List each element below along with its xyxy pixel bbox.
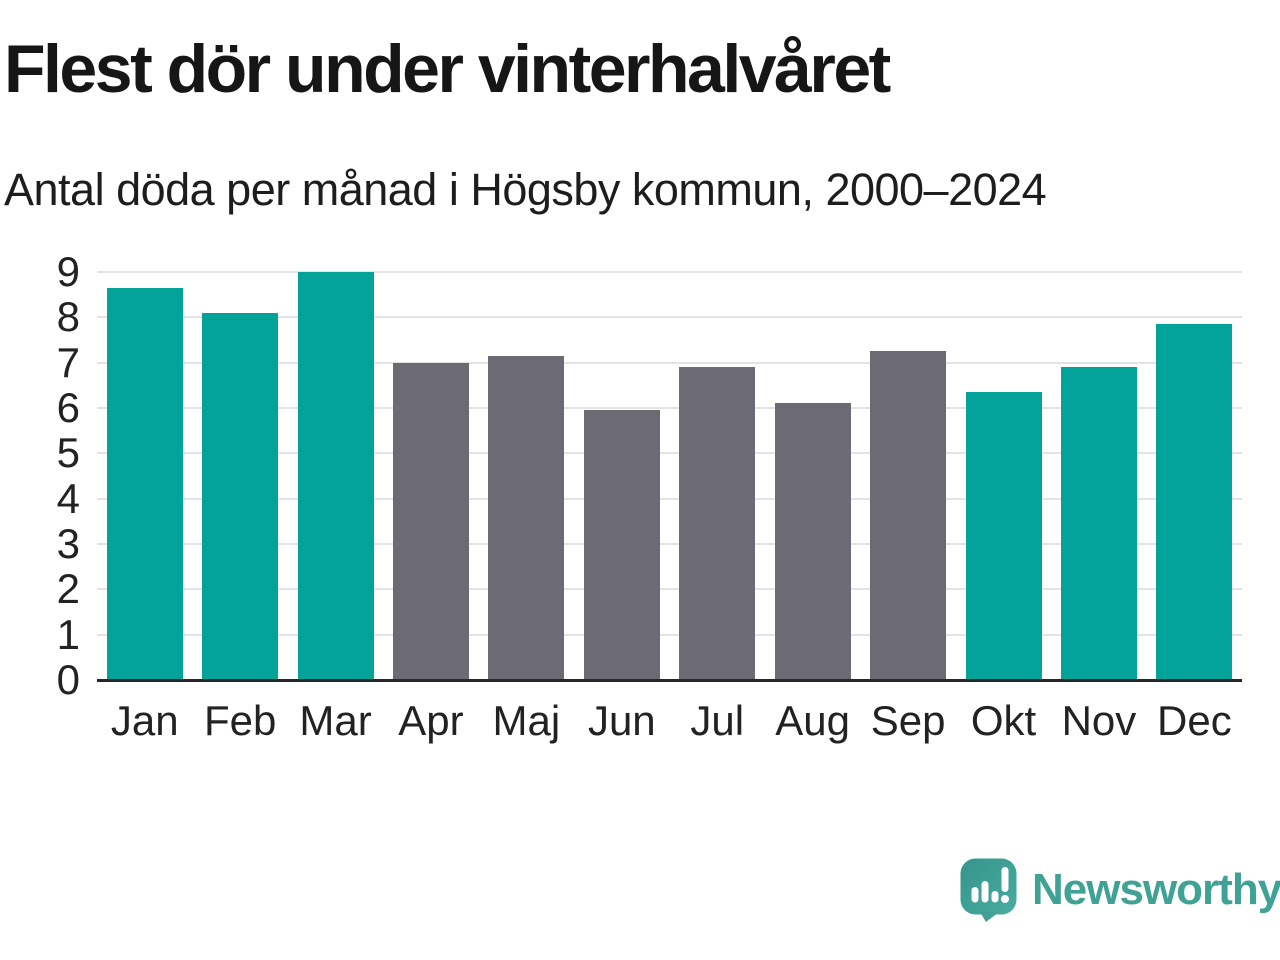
- x-axis-line: [97, 679, 1242, 682]
- y-tick-label-8: 8: [56, 293, 80, 341]
- plot-area: [97, 271, 1242, 682]
- y-tick-label-5: 5: [56, 429, 80, 477]
- x-axis-tick-labels: Jan Feb Mar Apr Maj Jun Jul Aug Sep Okt Nov Dec: [97, 696, 1242, 746]
- bar-slot-jun: [574, 272, 669, 680]
- x-tick-label-nov: Nov: [1061, 697, 1137, 744]
- x-tick-label-apr: Apr: [398, 697, 464, 744]
- x-tick-label-jan: Jan: [110, 697, 179, 744]
- bar-slot-dec: [1147, 272, 1242, 680]
- x-tick-label-sep: Sep: [870, 697, 946, 744]
- bar-apr: [392, 362, 469, 680]
- bar-slot-maj: [479, 272, 574, 680]
- x-tick-label-jul: Jul: [690, 697, 745, 744]
- y-tick-label-2: 2: [56, 565, 80, 613]
- bar-jul: [679, 367, 756, 680]
- bar-slot-okt: [956, 272, 1051, 680]
- x-tick-label-feb: Feb: [203, 697, 277, 744]
- bar-sep: [870, 351, 947, 680]
- y-tick-label-6: 6: [56, 384, 80, 431]
- bar-okt: [965, 392, 1042, 680]
- newsworthy-logo-text: Newsworthy: [1032, 865, 1280, 914]
- gridline-y2: [97, 588, 1242, 591]
- gridline-y6: [97, 407, 1242, 409]
- y-tick-label-4: 4: [56, 474, 80, 522]
- bar-nov: [1060, 367, 1137, 680]
- x-tick-label-aug: Aug: [775, 697, 851, 744]
- x-tick-label-mar: Mar: [299, 697, 372, 744]
- bar-slot-jul: [670, 272, 765, 680]
- gridline-y3: [97, 543, 1242, 545]
- x-tick-label-dec: Dec: [1157, 697, 1232, 744]
- x-tick-label-jun: Jun: [587, 697, 656, 744]
- bar-slot-sep: [860, 272, 955, 680]
- chart-title: Flest dör under vinterhalvåret: [4, 31, 891, 107]
- gridline-y4: [97, 497, 1242, 500]
- gridline-y5: [97, 452, 1242, 455]
- bar-slot-nov: [1051, 272, 1146, 680]
- newsworthy-logo-icon: [960, 858, 1017, 922]
- gridline-y9: [97, 271, 1242, 273]
- gridline-y7: [97, 361, 1242, 364]
- y-tick-label-1: 1: [56, 610, 80, 658]
- y-tick-label-3: 3: [56, 520, 80, 567]
- bar-feb: [202, 312, 279, 680]
- gridline-y1: [97, 633, 1242, 636]
- y-tick-label-9: 9: [56, 248, 80, 295]
- x-tick-label-okt: Okt: [970, 697, 1037, 744]
- bar-slot-jan: [97, 272, 192, 680]
- bar-jun: [583, 410, 660, 680]
- gridline-y8: [97, 316, 1242, 319]
- y-tick-label-0: 0: [56, 656, 80, 703]
- bar-slot-aug: [765, 272, 860, 680]
- bar-mar: [297, 272, 374, 680]
- bar-maj: [488, 355, 565, 680]
- bar-slot-apr: [383, 272, 478, 680]
- bar-jan: [106, 287, 183, 680]
- x-tick-label-maj: Maj: [492, 697, 561, 744]
- bar-dec: [1156, 324, 1233, 680]
- bar-series: [97, 272, 1242, 680]
- bar-aug: [774, 403, 851, 680]
- bar-slot-feb: [192, 272, 287, 680]
- bar-slot-mar: [288, 272, 383, 680]
- y-tick-label-7: 7: [56, 338, 80, 386]
- newsworthy-logo: Newsworthy: [960, 858, 1280, 922]
- chart-subtitle: Antal döda per månad i Högsby kommun, 20…: [4, 164, 1047, 215]
